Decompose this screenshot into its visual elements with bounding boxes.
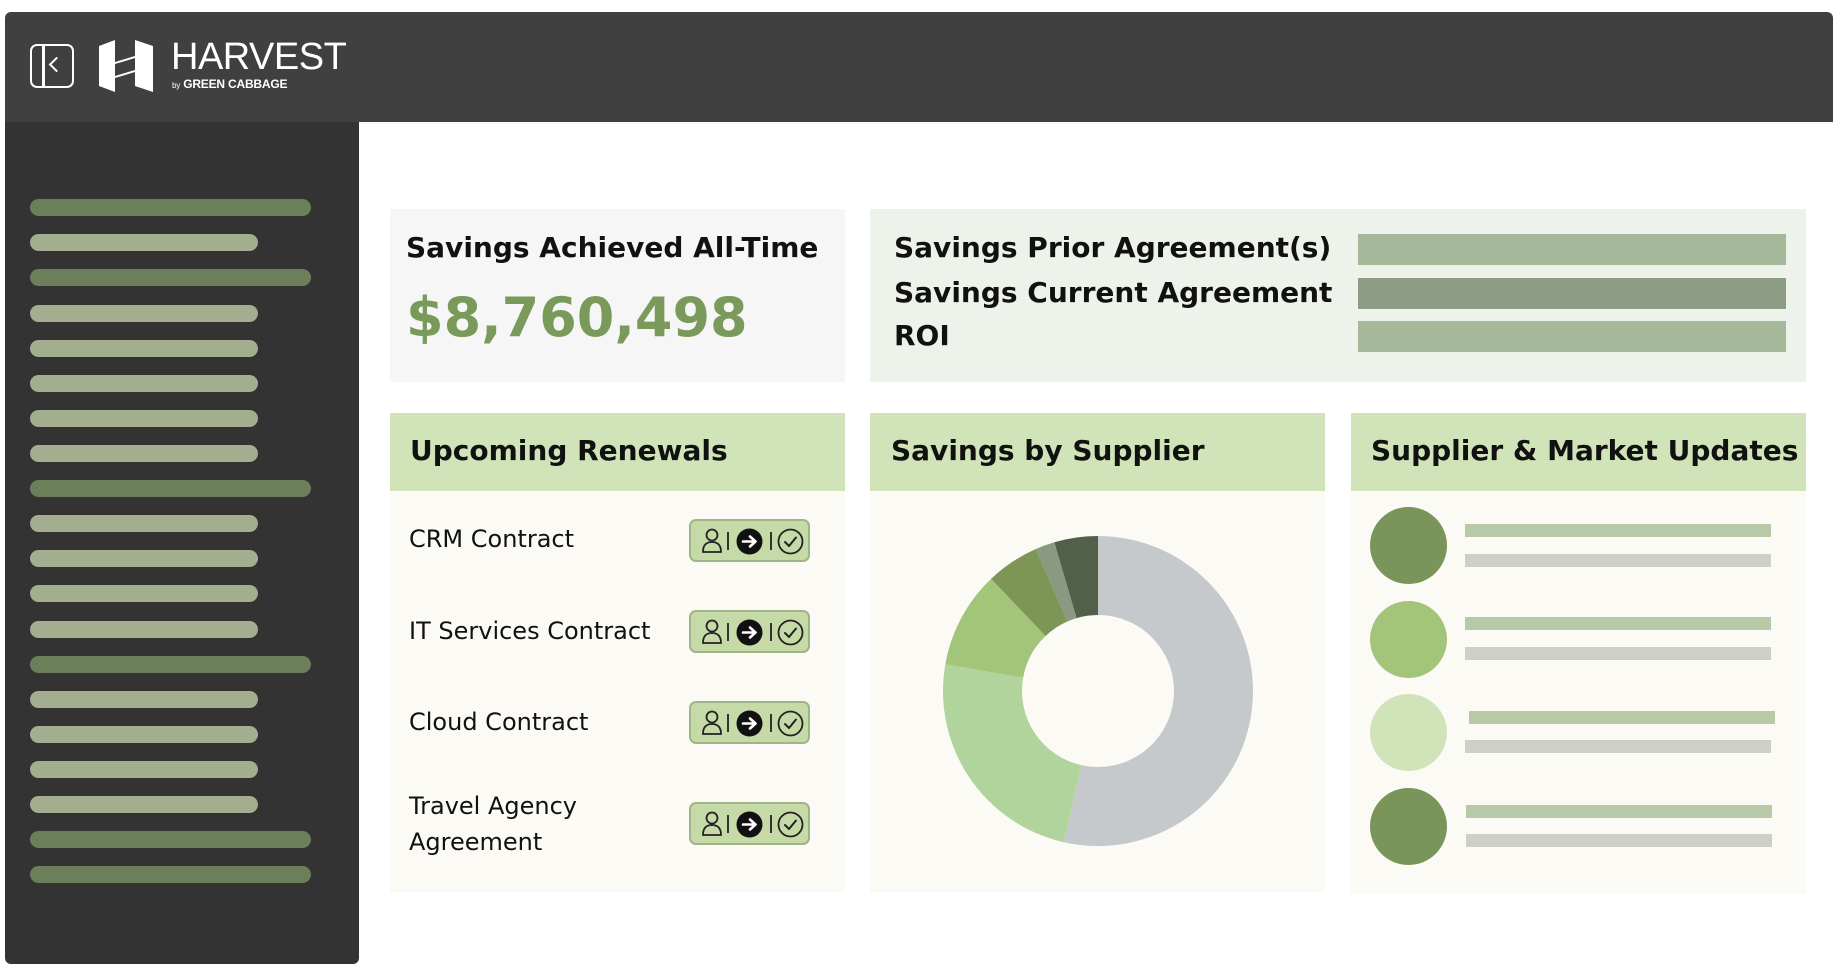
- supplier-header: [870, 413, 1325, 491]
- donut-slice-4: [991, 549, 1068, 636]
- check-circle-icon[interactable]: [777, 619, 804, 650]
- roi-bar: [1358, 321, 1786, 352]
- sidebar-nav-item[interactable]: [30, 480, 311, 497]
- updates-title: Supplier & Market Updates: [1371, 434, 1799, 467]
- sidebar-nav-item[interactable]: [30, 340, 258, 357]
- user-icon[interactable]: [701, 709, 723, 739]
- sidebar-nav-item[interactable]: [30, 515, 258, 532]
- sidebar-nav-item[interactable]: [30, 199, 311, 216]
- sidebar-nav-item[interactable]: [30, 585, 258, 602]
- updates-header: [1351, 413, 1806, 491]
- divider: [727, 532, 729, 550]
- user-icon[interactable]: [701, 527, 723, 557]
- savings-by-supplier-donut-chart: [943, 536, 1253, 846]
- renewal-actions: [689, 802, 810, 845]
- renewal-item-cloud: Cloud Contract: [409, 708, 589, 736]
- update-avatar: [1370, 694, 1447, 771]
- sidebar-nav-item[interactable]: [30, 866, 311, 883]
- arrow-right-icon[interactable]: [736, 528, 763, 559]
- sidebar-nav-item[interactable]: [30, 761, 258, 778]
- check-circle-icon[interactable]: [777, 710, 804, 741]
- divider: [727, 815, 729, 833]
- sidebar-nav-item[interactable]: [30, 621, 258, 638]
- renewal-actions: [689, 519, 810, 562]
- donut-slice-1: [1063, 536, 1253, 846]
- update-headline-placeholder: [1465, 617, 1771, 630]
- harvest-logo-icon: [99, 40, 153, 92]
- update-text-placeholder: [1465, 554, 1771, 567]
- renewal-actions: [689, 610, 810, 653]
- renewal-item-it-services: IT Services Contract: [409, 617, 651, 645]
- arrow-right-icon[interactable]: [736, 811, 763, 842]
- divider: [770, 714, 772, 732]
- roi-label: ROI: [894, 319, 950, 352]
- panel-divider: [42, 46, 45, 86]
- renewal-item-travel: Travel Agency Agreement: [409, 792, 577, 856]
- update-text-placeholder: [1466, 834, 1772, 847]
- savings-value: $8,760,498: [406, 286, 748, 349]
- brand-subtitle: by GREEN CABBAGE: [172, 77, 288, 91]
- update-headline-placeholder: [1465, 524, 1771, 537]
- sidebar-nav-item[interactable]: [30, 656, 311, 673]
- divider: [727, 714, 729, 732]
- arrow-right-icon[interactable]: [736, 710, 763, 741]
- sidebar-nav-item[interactable]: [30, 269, 311, 286]
- renewal-actions: [689, 701, 810, 744]
- sidebar-nav-item[interactable]: [30, 305, 258, 322]
- sidebar-nav-item[interactable]: [30, 375, 258, 392]
- check-circle-icon[interactable]: [777, 811, 804, 842]
- supplier-title: Savings by Supplier: [891, 434, 1205, 467]
- savings-prior-bar: [1358, 234, 1786, 265]
- divider: [727, 623, 729, 641]
- sidebar-nav-item[interactable]: [30, 234, 258, 251]
- divider: [770, 532, 772, 550]
- savings-card: [390, 209, 845, 382]
- divider: [770, 623, 772, 641]
- donut-slice-2: [943, 664, 1082, 843]
- sidebar-nav-item[interactable]: [30, 550, 258, 567]
- renewals-header: [390, 413, 845, 491]
- renewals-title: Upcoming Renewals: [410, 434, 728, 467]
- top-bar: [5, 12, 1833, 122]
- update-avatar: [1370, 788, 1447, 865]
- savings-title: Savings Achieved All-Time: [406, 231, 819, 264]
- update-avatar: [1370, 507, 1447, 584]
- update-avatar: [1370, 601, 1447, 678]
- sidebar-nav-item[interactable]: [30, 445, 258, 462]
- renewal-item-crm: CRM Contract: [409, 525, 575, 553]
- update-headline-placeholder: [1466, 805, 1772, 818]
- sidebar-nav-item[interactable]: [30, 796, 258, 813]
- savings-current-bar: [1358, 278, 1786, 309]
- update-headline-placeholder: [1469, 711, 1775, 724]
- check-circle-icon[interactable]: [777, 528, 804, 559]
- savings-prior-label: Savings Prior Agreement(s): [894, 231, 1332, 264]
- sidebar-nav-item[interactable]: [30, 831, 311, 848]
- divider: [770, 815, 772, 833]
- update-text-placeholder: [1465, 647, 1771, 660]
- update-text-placeholder: [1465, 740, 1771, 753]
- brand-name: HARVEST: [171, 36, 347, 78]
- donut-slice-5: [1035, 542, 1077, 622]
- sidebar: [5, 122, 359, 964]
- savings-current-label: Savings Current Agreement: [894, 276, 1333, 309]
- arrow-right-icon[interactable]: [736, 619, 763, 650]
- sidebar-nav-item[interactable]: [30, 726, 258, 743]
- donut-slice-3: [945, 578, 1046, 678]
- chevron-left-icon: [48, 56, 65, 73]
- user-icon[interactable]: [701, 810, 723, 840]
- sidebar-nav-item[interactable]: [30, 691, 258, 708]
- user-icon[interactable]: [701, 618, 723, 648]
- sidebar-nav-item[interactable]: [30, 410, 258, 427]
- donut-slice-6: [1054, 536, 1098, 619]
- sidebar-collapse-button[interactable]: [30, 44, 74, 88]
